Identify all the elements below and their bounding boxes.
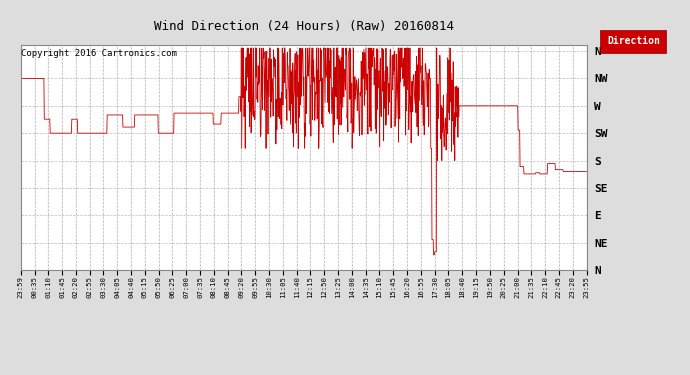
- Text: Wind Direction (24 Hours) (Raw) 20160814: Wind Direction (24 Hours) (Raw) 20160814: [154, 20, 453, 33]
- Text: Copyright 2016 Cartronics.com: Copyright 2016 Cartronics.com: [21, 49, 177, 58]
- Text: Direction: Direction: [607, 36, 660, 46]
